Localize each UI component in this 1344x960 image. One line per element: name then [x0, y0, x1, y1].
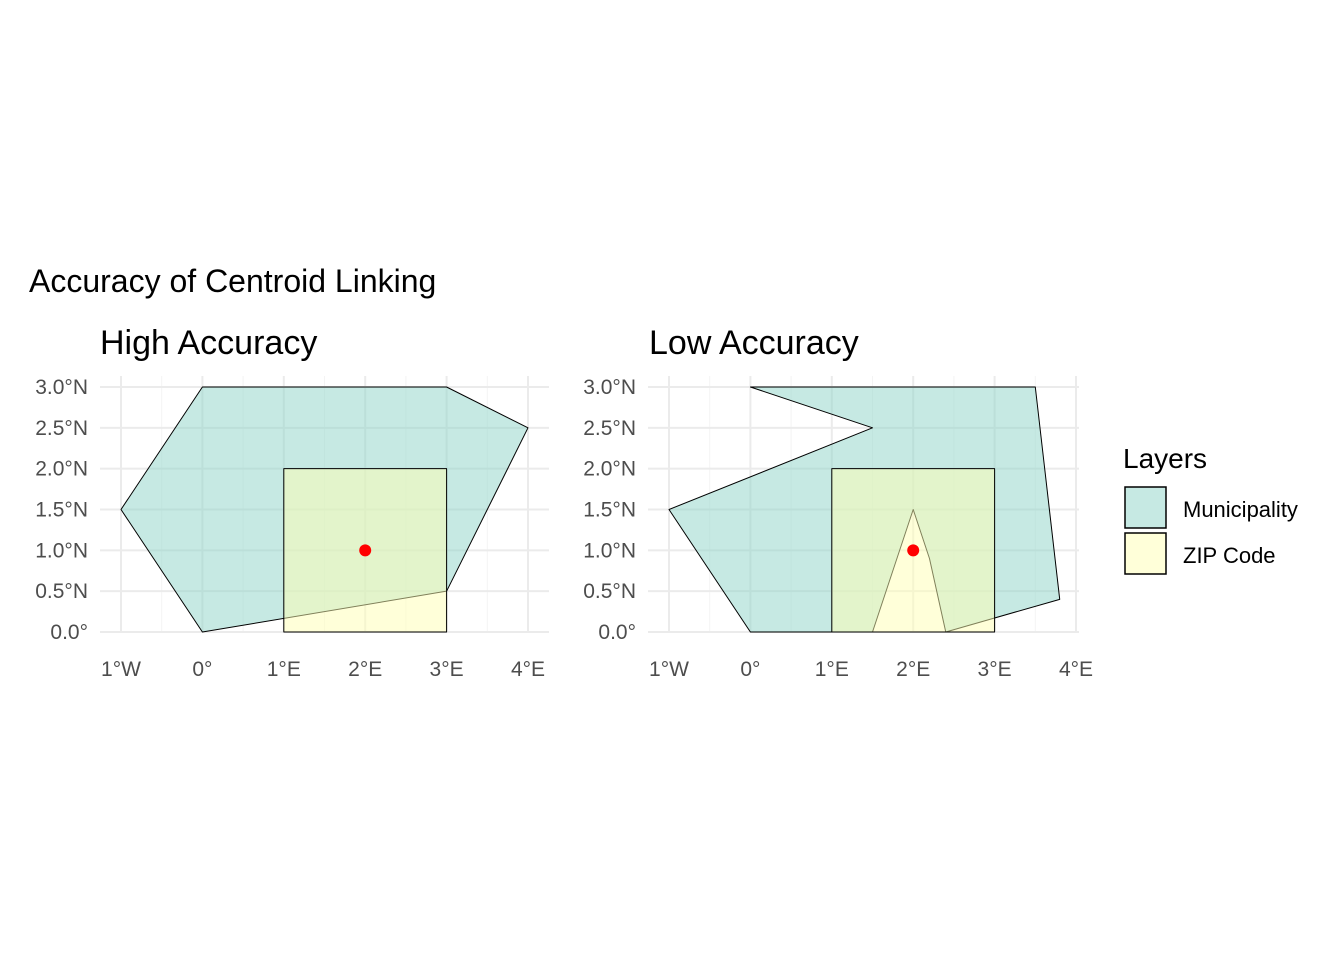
legend-title: Layers [1123, 443, 1207, 474]
x-tick-label-1-e: 1°E [815, 658, 849, 681]
legend-label-zip-code: ZIP Code [1183, 543, 1276, 568]
centroid-point [907, 544, 920, 557]
x-tick-label-4-e: 4°E [1059, 658, 1093, 681]
y-tick-label-0-0: 0.0° [50, 621, 88, 644]
panel-low-accuracy: Low Accuracy 0.0° 0.5°N 1.0°N 1.5°N 2.0°N 2.5°… [583, 324, 1093, 681]
panel-title: Low Accuracy [649, 324, 859, 362]
x-tick-label-1-w: 1°W [649, 658, 689, 681]
y-tick-label-2-0-n: 2.0°N [583, 458, 636, 481]
x-tick-label-2-e: 2°E [896, 658, 930, 681]
x-tick-label-0: 0° [192, 658, 212, 681]
y-tick-label-1-0-n: 1.0°N [35, 539, 88, 562]
x-tick-label-3-e: 3°E [430, 658, 464, 681]
y-tick-label-2-5-n: 2.5°N [583, 417, 636, 440]
x-tick-label-4-e: 4°E [511, 658, 545, 681]
y-tick-label-1-0-n: 1.0°N [583, 539, 636, 562]
panel-title: High Accuracy [100, 324, 317, 362]
x-tick-label-0: 0° [740, 658, 760, 681]
y-tick-label-0-5-n: 0.5°N [583, 580, 636, 603]
y-tick-label-0-5-n: 0.5°N [35, 580, 88, 603]
y-tick-label-0-0: 0.0° [598, 621, 636, 644]
y-tick-label-3-0-n: 3.0°N [35, 376, 88, 399]
y-tick-label-2-0-n: 2.0°N [35, 458, 88, 481]
legend-key-municipality [1124, 486, 1167, 529]
x-tick-label-1-w: 1°W [101, 658, 141, 681]
centroid-point [359, 544, 372, 557]
x-tick-label-3-e: 3°E [978, 658, 1012, 681]
x-tick-label-1-e: 1°E [267, 658, 301, 681]
legend-key-zip-code [1124, 532, 1167, 575]
y-tick-label-2-5-n: 2.5°N [35, 417, 88, 440]
legend: Layers Municipality ZIP Code [1123, 443, 1298, 575]
figure-title: Accuracy of Centroid Linking [29, 263, 436, 299]
y-tick-label-3-0-n: 3.0°N [583, 376, 636, 399]
y-tick-label-1-5-n: 1.5°N [35, 499, 88, 522]
legend-label-municipality: Municipality [1183, 497, 1298, 522]
x-tick-label-2-e: 2°E [348, 658, 382, 681]
panel-high-accuracy: High Accuracy 0.0° 0.5°N 1.0°N 1.5°N 2.0°N 2.5… [35, 324, 549, 681]
y-tick-label-1-5-n: 1.5°N [583, 499, 636, 522]
